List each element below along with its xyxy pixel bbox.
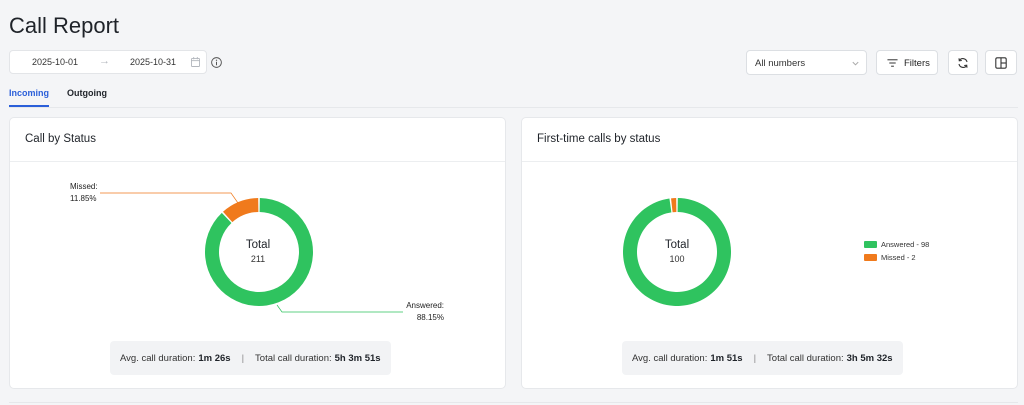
first-time-calls-card: First-time calls by status Total 100 Ans… bbox=[521, 117, 1018, 389]
layout-icon bbox=[995, 56, 1007, 69]
layout-toggle-button[interactable] bbox=[985, 50, 1017, 75]
legend-label: Missed - 2 bbox=[881, 253, 916, 262]
total-duration-label: Total call duration: bbox=[255, 352, 332, 364]
calendar-icon[interactable] bbox=[191, 57, 200, 67]
refresh-icon bbox=[958, 57, 968, 68]
chart-legend: Answered - 98 Missed - 2 bbox=[864, 238, 929, 264]
filters-button[interactable]: Filters bbox=[876, 50, 938, 75]
first-time-calls-donut-chart bbox=[623, 198, 731, 306]
total-label: Total bbox=[245, 239, 271, 251]
page-title: Call Report bbox=[9, 13, 120, 38]
call-by-status-donut-chart bbox=[204, 198, 313, 306]
answered-callout: Answered: 88.15% bbox=[402, 300, 444, 324]
donut-slice-missed[interactable] bbox=[223, 198, 259, 223]
divider bbox=[522, 161, 1017, 162]
avg-duration-value: 1m 26s bbox=[198, 352, 231, 364]
card-title: Call by Status bbox=[25, 133, 96, 145]
avg-duration-label: Avg. call duration: bbox=[120, 352, 196, 364]
total-duration-value: 5h 3m 51s bbox=[334, 352, 381, 364]
legend-item-missed[interactable]: Missed - 2 bbox=[864, 251, 929, 264]
start-date[interactable]: 2025-10-01 bbox=[32, 57, 79, 67]
summary-separator: | bbox=[753, 352, 757, 364]
chevron-down-icon bbox=[852, 61, 859, 66]
duration-summary: Avg. call duration: 1m 26s | Total call … bbox=[110, 341, 391, 375]
legend-item-answered[interactable]: Answered - 98 bbox=[864, 238, 929, 251]
report-tabs: Incoming Outgoing bbox=[9, 86, 1018, 108]
legend-swatch bbox=[864, 254, 877, 261]
filter-icon bbox=[887, 59, 898, 67]
donut-center: Total 100 bbox=[637, 239, 717, 264]
missed-callout-label: Missed: bbox=[70, 182, 98, 191]
answered-callout-label: Answered: bbox=[406, 301, 444, 310]
refresh-button[interactable] bbox=[948, 50, 978, 75]
info-icon[interactable] bbox=[211, 57, 222, 68]
donut-slice-missed[interactable] bbox=[671, 198, 677, 213]
total-duration-label: Total call duration: bbox=[767, 352, 844, 364]
total-value: 100 bbox=[669, 254, 685, 264]
legend-label: Answered - 98 bbox=[881, 240, 930, 249]
divider bbox=[10, 161, 505, 162]
callout-lines bbox=[100, 192, 403, 313]
divider bbox=[9, 402, 1018, 403]
arrow-right-icon: → bbox=[99, 55, 110, 67]
avg-duration-label: Avg. call duration: bbox=[632, 352, 708, 364]
summary-separator: | bbox=[241, 352, 245, 364]
numbers-select[interactable]: All numbers bbox=[746, 50, 867, 75]
avg-duration-value: 1m 51s bbox=[710, 352, 743, 364]
card-title: First-time calls by status bbox=[537, 133, 661, 145]
total-value: 211 bbox=[250, 254, 266, 264]
date-range-picker[interactable]: 2025-10-01 → 2025-10-31 bbox=[9, 50, 207, 74]
end-date[interactable]: 2025-10-31 bbox=[130, 57, 177, 67]
tab-outgoing[interactable]: Outgoing bbox=[67, 88, 107, 98]
duration-summary: Avg. call duration: 1m 51s | Total call … bbox=[622, 341, 903, 375]
call-by-status-card: Call by Status Total 211 Missed: 11.85% … bbox=[9, 117, 506, 389]
tab-incoming[interactable]: Incoming bbox=[9, 88, 49, 107]
answered-callout-pct: 88.15% bbox=[416, 313, 444, 322]
missed-callout-pct: 11.85% bbox=[70, 194, 97, 203]
total-duration-value: 3h 5m 32s bbox=[846, 352, 893, 364]
legend-swatch bbox=[864, 241, 877, 248]
total-label: Total bbox=[664, 239, 690, 251]
missed-callout: Missed: 11.85% bbox=[70, 181, 98, 205]
numbers-select-value: All numbers bbox=[755, 58, 806, 69]
filters-button-label: Filters bbox=[904, 58, 930, 69]
donut-center: Total 211 bbox=[218, 239, 298, 264]
